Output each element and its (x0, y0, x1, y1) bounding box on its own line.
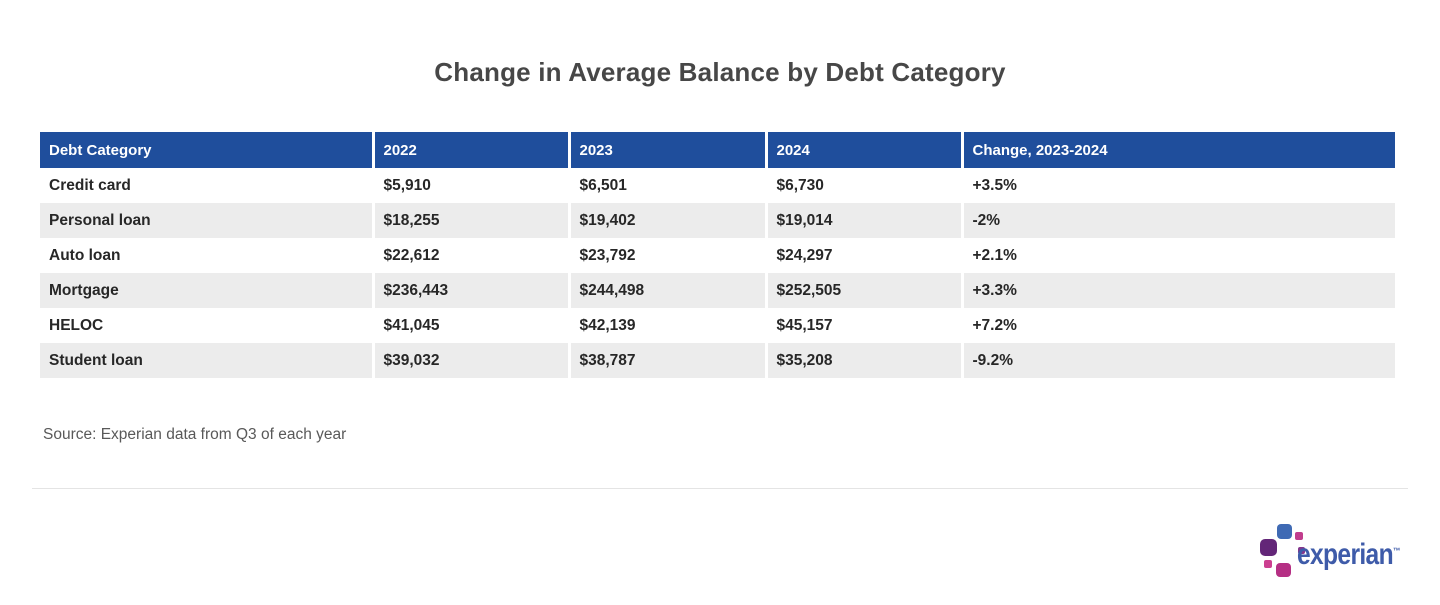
cell-change: -9.2% (960, 343, 1395, 378)
column-header-debt-category: Debt Category (40, 132, 373, 168)
column-header-change: Change, 2023-2024 (960, 132, 1395, 168)
experian-dots-icon (1245, 514, 1307, 577)
header-row: Debt Category 2022 2023 2024 Change, 202… (40, 132, 1395, 168)
logo-dot-blue (1277, 524, 1292, 539)
trademark-symbol: ™ (1392, 546, 1401, 556)
logo-dot-purple-large (1260, 539, 1277, 556)
cell-change: +2.1% (960, 238, 1395, 273)
cell-2023: $19,402 (567, 203, 766, 238)
cell-2023: $6,501 (567, 168, 766, 203)
table-row-personal-loan: Personal loan $18,255 $19,402 $19,014 -2… (40, 203, 1395, 238)
cell-category: Auto loan (40, 238, 373, 273)
column-header-2024: 2024 (764, 132, 962, 168)
cell-2022: $236,443 (371, 273, 569, 308)
cell-change: -2% (960, 203, 1395, 238)
cell-2023: $244,498 (567, 273, 766, 308)
table-row-mortgage: Mortgage $236,443 $244,498 $252,505 +3.3… (40, 273, 1395, 308)
cell-2023: $42,139 (567, 308, 766, 343)
table-row-auto-loan: Auto loan $22,612 $23,792 $24,297 +2.1% (40, 238, 1395, 273)
cell-2024: $45,157 (764, 308, 962, 343)
experian-wordmark-text: experian (1297, 538, 1394, 571)
experian-logo: experian™ (1245, 514, 1400, 577)
table-row-student-loan: Student loan $39,032 $38,787 $35,208 -9.… (40, 343, 1395, 378)
cell-2022: $5,910 (371, 168, 569, 203)
cell-2022: $39,032 (371, 343, 569, 378)
cell-2024: $252,505 (764, 273, 962, 308)
table-row-heloc: HELOC $41,045 $42,139 $45,157 +7.2% (40, 308, 1395, 343)
cell-2024: $19,014 (764, 203, 962, 238)
logo-dot-purple-small (1298, 547, 1305, 554)
debt-balance-table: Debt Category 2022 2023 2024 Change, 202… (40, 132, 1395, 378)
cell-change: +7.2% (960, 308, 1395, 343)
cell-change: +3.3% (960, 273, 1395, 308)
cell-2022: $18,255 (371, 203, 569, 238)
table-body: Credit card $5,910 $6,501 $6,730 +3.5% P… (40, 168, 1395, 378)
logo-dot-pink-bottom-left (1264, 560, 1272, 568)
column-header-2022: 2022 (371, 132, 569, 168)
cell-2022: $41,045 (371, 308, 569, 343)
source-note: Source: Experian data from Q3 of each ye… (43, 426, 347, 443)
cell-category: Personal loan (40, 203, 373, 238)
cell-category: Student loan (40, 343, 373, 378)
logo-dot-magenta-square (1276, 563, 1291, 577)
cell-category: HELOC (40, 308, 373, 343)
cell-change: +3.5% (960, 168, 1395, 203)
divider (32, 488, 1408, 489)
experian-wordmark: experian™ (1297, 536, 1400, 570)
cell-2023: $38,787 (567, 343, 766, 378)
cell-2024: $24,297 (764, 238, 962, 273)
table-header: Debt Category 2022 2023 2024 Change, 202… (40, 132, 1395, 168)
cell-category: Credit card (40, 168, 373, 203)
table-row-credit-card: Credit card $5,910 $6,501 $6,730 +3.5% (40, 168, 1395, 203)
cell-2023: $23,792 (567, 238, 766, 273)
cell-category: Mortgage (40, 273, 373, 308)
logo-dot-magenta-top (1295, 532, 1303, 540)
page-title: Change in Average Balance by Debt Catego… (434, 57, 1006, 87)
cell-2024: $35,208 (764, 343, 962, 378)
cell-2024: $6,730 (764, 168, 962, 203)
cell-2022: $22,612 (371, 238, 569, 273)
column-header-2023: 2023 (567, 132, 766, 168)
